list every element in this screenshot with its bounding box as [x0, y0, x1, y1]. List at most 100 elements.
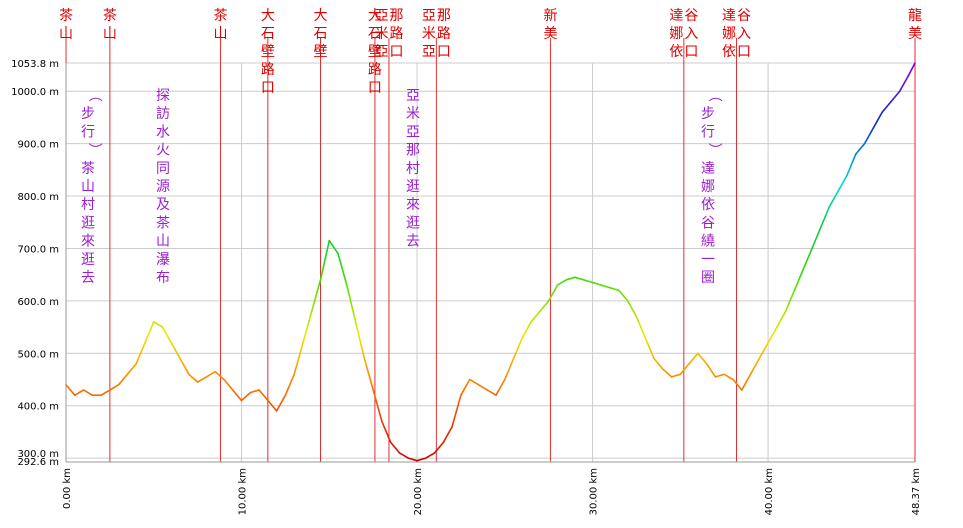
- svg-text:）: ）: [706, 143, 722, 157]
- elevation-point: [828, 205, 831, 208]
- y-tick-label: 900.0 m: [17, 140, 59, 151]
- svg-text:路: 路: [368, 62, 382, 78]
- elevation-point: [82, 389, 85, 391]
- svg-text:口: 口: [684, 44, 698, 60]
- elevation-point: [486, 389, 489, 391]
- svg-text:達: 達: [669, 8, 683, 24]
- elevation-point: [495, 394, 497, 397]
- svg-text:口: 口: [368, 80, 382, 96]
- svg-text:（: （: [86, 88, 102, 102]
- svg-text:行: 行: [81, 124, 95, 140]
- elevation-point: [205, 376, 208, 378]
- elevation-point: [223, 378, 225, 381]
- elevation-point: [91, 394, 94, 397]
- elevation-point: [591, 281, 594, 284]
- svg-text:石: 石: [368, 26, 382, 42]
- svg-text:茶: 茶: [103, 8, 117, 24]
- elevation-point: [425, 457, 427, 459]
- elevation-point: [346, 284, 348, 286]
- svg-text:村: 村: [406, 161, 420, 177]
- svg-text:米: 米: [422, 26, 436, 42]
- elevation-point: [600, 284, 603, 286]
- elevation-point: [749, 373, 752, 376]
- svg-text:來: 來: [81, 234, 95, 250]
- svg-text:亞: 亞: [406, 88, 420, 104]
- elevation-point: [302, 342, 304, 344]
- svg-text:那: 那: [389, 8, 403, 24]
- waypoint-label: 大石壁: [314, 8, 328, 60]
- svg-text:探: 探: [156, 88, 170, 104]
- elevation-point: [109, 389, 111, 391]
- y-tick-label: 700.0 m: [17, 244, 59, 255]
- svg-text:）: ）: [86, 143, 102, 157]
- y-tick-label: 500.0 m: [17, 349, 59, 360]
- elevation-point: [907, 74, 910, 77]
- elevation-point: [863, 142, 866, 145]
- svg-text:大: 大: [314, 8, 328, 24]
- svg-text:米: 米: [406, 106, 420, 122]
- svg-text:那: 那: [437, 8, 451, 24]
- svg-text:亞: 亞: [406, 124, 420, 140]
- svg-text:大: 大: [261, 8, 275, 24]
- elevation-point: [837, 189, 840, 192]
- elevation-point: [890, 100, 892, 103]
- svg-text:谷: 谷: [701, 215, 715, 231]
- svg-text:同: 同: [156, 161, 170, 177]
- y-tick-label: 300.0 m: [17, 449, 59, 460]
- elevation-point: [811, 247, 813, 250]
- svg-text:亞: 亞: [422, 44, 436, 60]
- elevation-point: [398, 452, 401, 454]
- elevation-point: [117, 383, 120, 386]
- waypoint-markers: [65, 38, 916, 462]
- elevation-point: [714, 376, 717, 378]
- x-tick-label: 0.00 km: [62, 468, 73, 509]
- waypoint-label: 達娜依 谷入口: [722, 8, 751, 60]
- elevation-point: [574, 276, 576, 279]
- elevation-point: [914, 62, 916, 64]
- elevation-point: [705, 362, 708, 365]
- elevation-point: [898, 90, 901, 93]
- elevation-point: [697, 352, 699, 355]
- svg-text:米: 米: [374, 26, 388, 42]
- elevation-point: [354, 321, 357, 323]
- y-tick-label: 1000.0 m: [11, 87, 59, 98]
- elevation-point: [240, 399, 243, 402]
- elevation-point: [539, 310, 541, 313]
- waypoint-label: 茶山: [59, 8, 73, 42]
- elevation-point: [547, 300, 550, 302]
- svg-text:布: 布: [156, 270, 170, 286]
- elevation-point: [618, 289, 620, 292]
- waypoint-label: 茶山: [103, 8, 117, 42]
- elevation-point: [582, 279, 585, 281]
- elevation-point: [758, 357, 761, 360]
- svg-text:娜: 娜: [701, 179, 715, 195]
- elevation-point: [73, 394, 76, 397]
- elevation-point: [161, 326, 164, 328]
- svg-text:及: 及: [156, 197, 170, 213]
- elevation-point: [732, 378, 734, 381]
- waypoint-label: 達娜依 谷入口: [669, 8, 698, 60]
- svg-text:茶: 茶: [81, 161, 95, 177]
- elevation-point: [416, 459, 418, 462]
- svg-text:路: 路: [261, 62, 275, 78]
- elevation-point: [214, 370, 216, 373]
- elevation-point: [644, 336, 647, 339]
- elevation-line: [65, 62, 916, 462]
- x-tick-label: 48.37 km: [911, 468, 922, 515]
- elevation-point: [275, 410, 278, 412]
- svg-text:那: 那: [406, 143, 420, 159]
- elevation-point: [372, 389, 374, 391]
- elevation-point: [670, 376, 673, 378]
- svg-text:茶: 茶: [59, 8, 73, 24]
- elevation-point: [556, 284, 559, 286]
- elevation-point: [407, 457, 410, 459]
- series-layer: [65, 62, 916, 462]
- svg-text:茶: 茶: [213, 8, 227, 24]
- svg-text:逛: 逛: [406, 179, 420, 195]
- svg-text:亞: 亞: [422, 8, 436, 24]
